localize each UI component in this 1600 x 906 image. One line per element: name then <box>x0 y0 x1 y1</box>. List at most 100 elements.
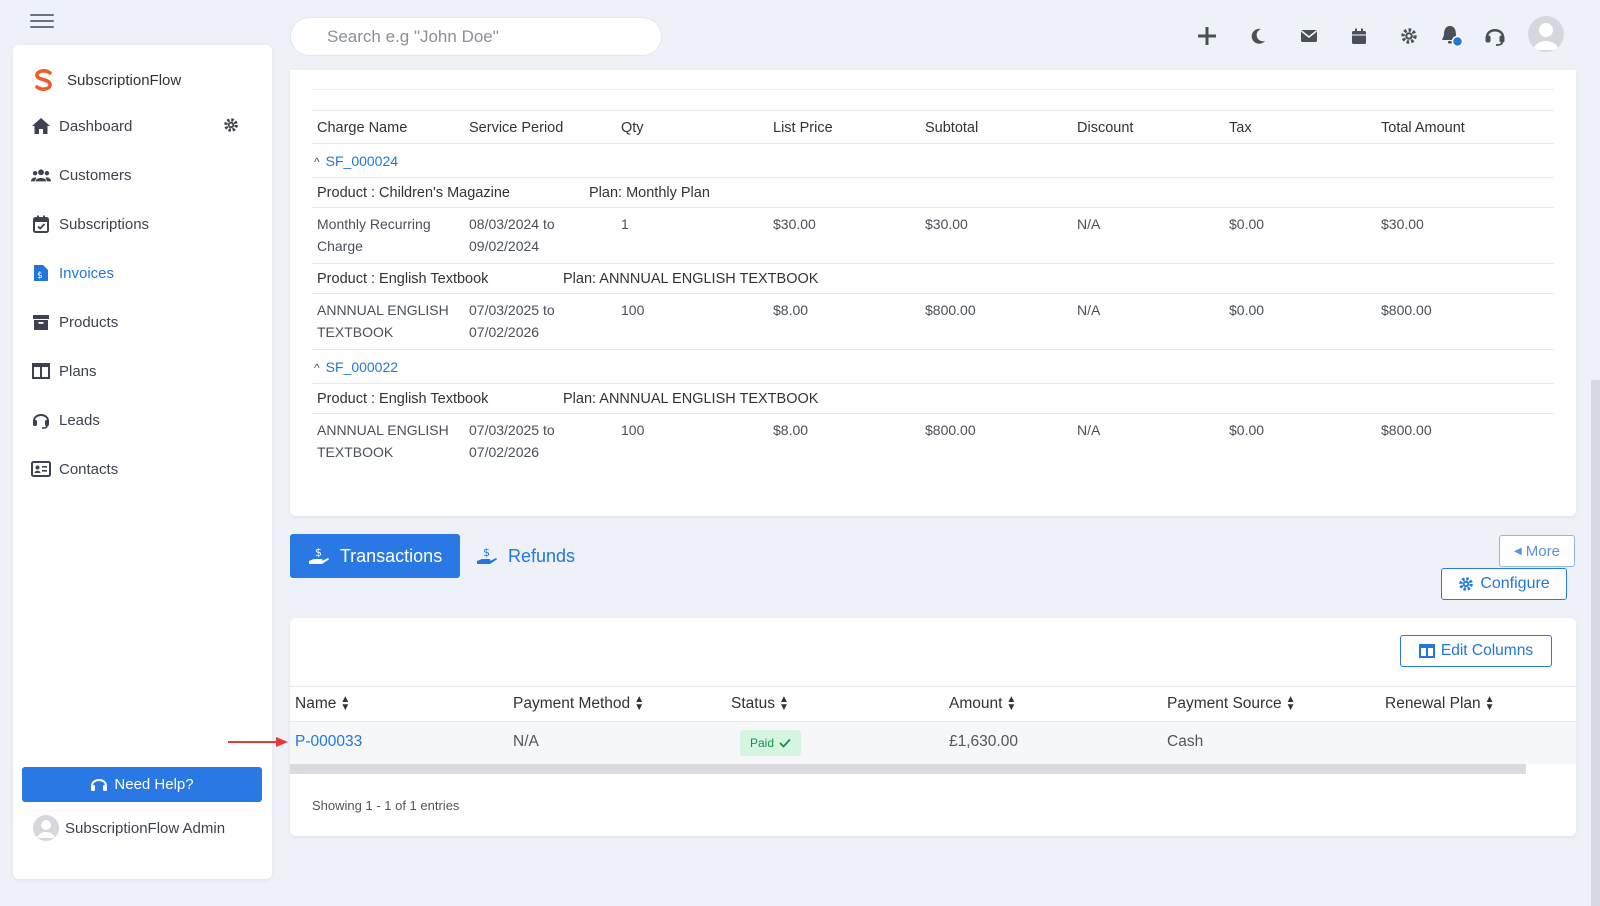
sidebar-item-contacts[interactable]: Contacts <box>31 459 118 479</box>
notification-bell-icon[interactable] <box>1440 24 1464 48</box>
svg-text:$: $ <box>37 271 43 281</box>
dark-mode-moon-icon[interactable] <box>1246 24 1270 48</box>
edit-columns-button[interactable]: Edit Columns <box>1400 635 1552 667</box>
sort-icon: ▲ ▼ <box>778 694 789 713</box>
charge-row: ANNNUAL ENGLISH TEXTBOOK 07/03/2025 to 07/… <box>312 414 1554 470</box>
subscription-toggle[interactable]: ^ SF_000024 <box>314 150 398 173</box>
chevron-up-icon: ^ <box>314 155 320 169</box>
columns-icon <box>1418 644 1435 658</box>
column-header-payment-source[interactable]: Payment Source ▲ ▼ <box>1167 694 1296 713</box>
discount: N/A <box>1077 302 1101 318</box>
sidebar: SubscriptionFlow Dashboard Customers Sub… <box>13 45 272 879</box>
sidebar-item-plans[interactable]: Plans <box>31 361 97 381</box>
home-icon <box>31 116 51 136</box>
column-header: Tax <box>1229 120 1252 136</box>
more-button[interactable]: ◀ More <box>1499 535 1575 567</box>
edit-columns-label: Edit Columns <box>1440 642 1534 659</box>
subscriptionflow-logo-icon <box>35 69 52 91</box>
entries-info: Showing 1 - 1 of 1 entries <box>312 798 460 813</box>
admin-profile[interactable]: SubscriptionFlow Admin <box>33 815 225 841</box>
support-headset-icon[interactable] <box>1483 24 1507 48</box>
calendar-icon[interactable] <box>1347 24 1371 48</box>
column-header: List Price <box>773 120 833 136</box>
service-period: 08/03/2024 to 09/02/2024 <box>469 216 555 254</box>
archive-icon <box>31 312 51 332</box>
subtotal: $800.00 <box>925 422 976 438</box>
payment-method: N/A <box>513 733 539 750</box>
columns-icon <box>31 361 51 381</box>
admin-name: SubscriptionFlow Admin <box>65 819 226 837</box>
sidebar-item-label: Contacts <box>59 460 119 478</box>
amount: £1,630.00 <box>949 733 1018 750</box>
sort-icon: ▲ ▼ <box>340 694 351 713</box>
service-period: 07/03/2025 to 07/02/2026 <box>469 302 555 340</box>
subtotal: $30.00 <box>925 216 968 232</box>
sidebar-item-invoices[interactable]: $ Invoices <box>31 263 114 283</box>
need-help-button[interactable]: Need Help? <box>22 767 262 802</box>
product-line: Product : English Textbook Plan: ANNNUAL… <box>312 264 1554 294</box>
subscription-group-header[interactable]: ^ SF_000022 <box>312 350 1554 384</box>
horizontal-scrollbar[interactable] <box>290 764 1526 774</box>
discount: N/A <box>1077 216 1101 232</box>
column-header-status[interactable]: Status ▲ ▼ <box>731 694 789 713</box>
svg-text:$: $ <box>483 546 490 559</box>
configure-button[interactable]: Configure <box>1441 568 1567 600</box>
qty: 1 <box>621 216 629 232</box>
sidebar-item-label: Leads <box>59 411 100 429</box>
table-row: P-000033 N/A Paid £1,630.00 Cash <box>290 722 1576 764</box>
subscription-link[interactable]: SF_000022 <box>325 359 399 375</box>
charge-row: Monthly Recurring Charge 08/03/2024 to 09/… <box>312 208 1554 264</box>
more-label: More <box>1525 542 1560 560</box>
sidebar-item-products[interactable]: Products <box>31 312 118 332</box>
product-line: Product : English Textbook Plan: ANNNUAL… <box>312 384 1554 414</box>
qty: 100 <box>621 302 645 318</box>
brand[interactable]: SubscriptionFlow <box>31 67 181 93</box>
chevron-up-icon: ^ <box>314 361 320 375</box>
tab-refunds[interactable]: $ Refunds <box>476 534 575 578</box>
sidebar-item-subscriptions[interactable]: Subscriptions <box>31 214 149 234</box>
charge-name: ANNNUAL ENGLISH TEXTBOOK <box>317 302 449 340</box>
transaction-name-link[interactable]: P-000033 <box>295 733 363 750</box>
dashboard-settings-icon[interactable] <box>223 117 239 138</box>
sidebar-item-leads[interactable]: Leads <box>31 410 100 430</box>
column-header-renewal-plan[interactable]: Renewal Plan ▲ ▼ <box>1385 694 1495 713</box>
tab-transactions[interactable]: $ Transactions <box>290 534 460 578</box>
user-avatar[interactable] <box>1528 16 1564 52</box>
sidebar-item-customers[interactable]: Customers <box>31 165 132 185</box>
mail-icon[interactable] <box>1297 24 1321 48</box>
column-header-payment-method[interactable]: Payment Method ▲ ▼ <box>513 694 645 713</box>
subscription-group-header[interactable]: ^ SF_000024 <box>312 144 1554 178</box>
transactions-table-header: Name ▲ ▼ Payment Method ▲ ▼ Status ▲ ▼ Amount ▲… <box>290 686 1576 722</box>
sidebar-item-dashboard[interactable]: Dashboard <box>31 116 132 136</box>
column-header-amount[interactable]: Amount ▲ ▼ <box>949 694 1017 713</box>
settings-gear-icon[interactable] <box>1397 24 1421 48</box>
charge-name: ANNNUAL ENGLISH TEXTBOOK <box>317 422 449 460</box>
column-header-name[interactable]: Name ▲ ▼ <box>295 694 351 713</box>
subscription-link[interactable]: SF_000024 <box>325 153 399 169</box>
plan-name: Plan: Monthly Plan <box>589 185 710 201</box>
search-bar[interactable] <box>290 17 662 56</box>
subtotal: $800.00 <box>925 302 976 318</box>
column-header: Total Amount <box>1381 120 1465 136</box>
gear-icon <box>1459 577 1474 591</box>
users-icon <box>31 165 51 185</box>
search-input[interactable] <box>327 26 627 47</box>
add-icon[interactable] <box>1195 24 1219 48</box>
invoice-icon: $ <box>31 263 51 283</box>
product-name: Product : Children's Magazine <box>317 185 510 201</box>
vertical-scrollbar[interactable] <box>1591 380 1600 906</box>
discount: N/A <box>1077 422 1101 438</box>
sort-icon: ▲ ▼ <box>1484 694 1495 713</box>
subscription-toggle[interactable]: ^ SF_000022 <box>314 356 398 379</box>
headset-icon <box>91 778 108 791</box>
check-icon <box>779 738 791 748</box>
product-line: Product : Children's Magazine Plan: Mont… <box>312 178 1554 208</box>
charge-row: ANNNUAL ENGLISH TEXTBOOK 07/03/2025 to 07/… <box>312 294 1554 350</box>
total-amount: $800.00 <box>1381 422 1432 438</box>
charges-table: Charge Name Service Period Qty List Pric… <box>312 110 1554 470</box>
status-badge: Paid <box>740 730 801 756</box>
sidebar-item-label: Products <box>59 313 119 331</box>
hamburger-menu-icon[interactable] <box>30 14 54 32</box>
payment-source: Cash <box>1167 733 1204 750</box>
sort-icon: ▲ ▼ <box>634 694 645 713</box>
